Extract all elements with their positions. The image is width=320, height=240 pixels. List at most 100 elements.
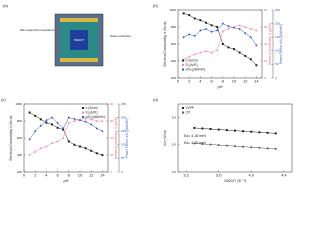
marker — [50, 141, 54, 144]
marker — [274, 132, 277, 135]
y-tick-label: 400 — [171, 59, 176, 63]
y3-tick-label: 0 — [121, 170, 123, 174]
marker — [210, 24, 213, 27]
marker — [95, 127, 98, 130]
y3-tick-label: 150 — [275, 35, 280, 39]
marker — [266, 147, 269, 150]
marker — [258, 146, 261, 149]
marker — [255, 44, 258, 47]
marker — [244, 25, 247, 28]
marker — [193, 34, 196, 38]
y3-axis-label: Power Factor, σS² (μW/mK²) — [125, 118, 129, 158]
y-tick-label: 1000 — [15, 102, 22, 106]
marker — [78, 119, 82, 122]
y2-tick-label: 80 — [110, 102, 114, 106]
electrode — [60, 18, 98, 22]
marker — [193, 53, 196, 56]
marker — [73, 143, 76, 146]
x-tick-label: 10 — [232, 79, 237, 84]
legend-swatch — [182, 111, 184, 114]
panel-label: (b) — [153, 3, 159, 8]
plot-frame — [177, 103, 293, 173]
marker — [244, 54, 247, 57]
y-tick-label: 600 — [17, 136, 22, 140]
marker — [101, 154, 104, 156]
legend-label: S (μV/K) — [186, 63, 198, 67]
marker — [199, 19, 202, 22]
marker — [67, 140, 70, 143]
marker — [204, 27, 208, 31]
marker — [39, 147, 42, 150]
marker — [201, 142, 204, 145]
marker — [67, 116, 70, 119]
marker — [28, 111, 31, 114]
x-tick-label: 8 — [68, 173, 71, 178]
marker — [182, 12, 185, 15]
y2-tick-label: 80 — [264, 8, 268, 12]
marker — [204, 49, 208, 52]
marker — [255, 29, 258, 32]
marker — [209, 128, 212, 131]
marker — [90, 118, 93, 121]
legend-swatch — [82, 116, 84, 118]
marker — [79, 145, 81, 148]
marker — [221, 43, 224, 45]
y-tick-label: 400 — [17, 153, 22, 157]
marker — [39, 118, 42, 121]
legend-swatch — [182, 59, 184, 62]
marker — [51, 123, 53, 126]
legend-label: σS² (μW/mK²) — [86, 115, 106, 119]
marker — [84, 120, 87, 123]
y-tick-label: 600 — [171, 42, 176, 46]
x-tick-label: 8 — [222, 79, 225, 84]
x-tick-label: 3.6 — [216, 173, 222, 178]
marker — [216, 29, 219, 32]
y3-tick-label: 0 — [275, 76, 277, 80]
marker — [234, 145, 236, 148]
y-axis-label: Electrical Conductivity, σ (S/cm) — [9, 116, 13, 161]
marker — [182, 36, 185, 39]
x-tick-label: 4.0 — [249, 173, 255, 178]
x-tick-label: 0 — [177, 79, 180, 84]
series-line — [29, 117, 103, 140]
marker — [205, 21, 207, 24]
x-tick-label: 14 — [100, 173, 105, 178]
x-tick-label: 14 — [254, 79, 259, 84]
marker — [233, 48, 235, 51]
marker — [242, 145, 245, 148]
marker — [238, 24, 241, 27]
y3-tick-label: 100 — [121, 143, 126, 147]
pedot-channel — [70, 30, 88, 50]
marker — [45, 121, 48, 124]
y-tick-label: 6.0 — [172, 115, 177, 119]
panel-label: (a) — [3, 3, 9, 8]
marker — [227, 27, 230, 30]
marker — [45, 119, 48, 122]
y-tick-label: 800 — [17, 119, 22, 123]
marker — [28, 153, 31, 156]
marker — [193, 17, 196, 20]
marker — [90, 123, 93, 126]
marker — [216, 26, 219, 28]
marker — [250, 130, 253, 133]
y2-tick-label: 0 — [110, 170, 112, 174]
x-tick-label: 12 — [89, 173, 94, 178]
marker — [225, 129, 228, 132]
legend-swatch — [182, 64, 184, 66]
x-axis-label: pH — [63, 178, 68, 183]
marker — [249, 36, 252, 39]
marker — [56, 121, 59, 125]
marker — [210, 51, 213, 54]
y-axis-label: ln σ (S/cm) — [163, 130, 167, 146]
x-tick-label: 2 — [188, 79, 191, 84]
y2-tick-label: 40 — [264, 42, 268, 46]
schematic: (a) Silk coated the transistors Glass su… — [3, 3, 131, 67]
marker — [209, 143, 212, 146]
y2-tick-label: 20 — [264, 59, 268, 63]
marker — [227, 25, 230, 28]
marker — [56, 140, 59, 143]
series-line — [183, 25, 257, 60]
x-axis-label: 1000/T (K⁻¹) — [224, 178, 247, 183]
x-tick-label: 2 — [34, 173, 37, 178]
marker — [238, 51, 241, 54]
